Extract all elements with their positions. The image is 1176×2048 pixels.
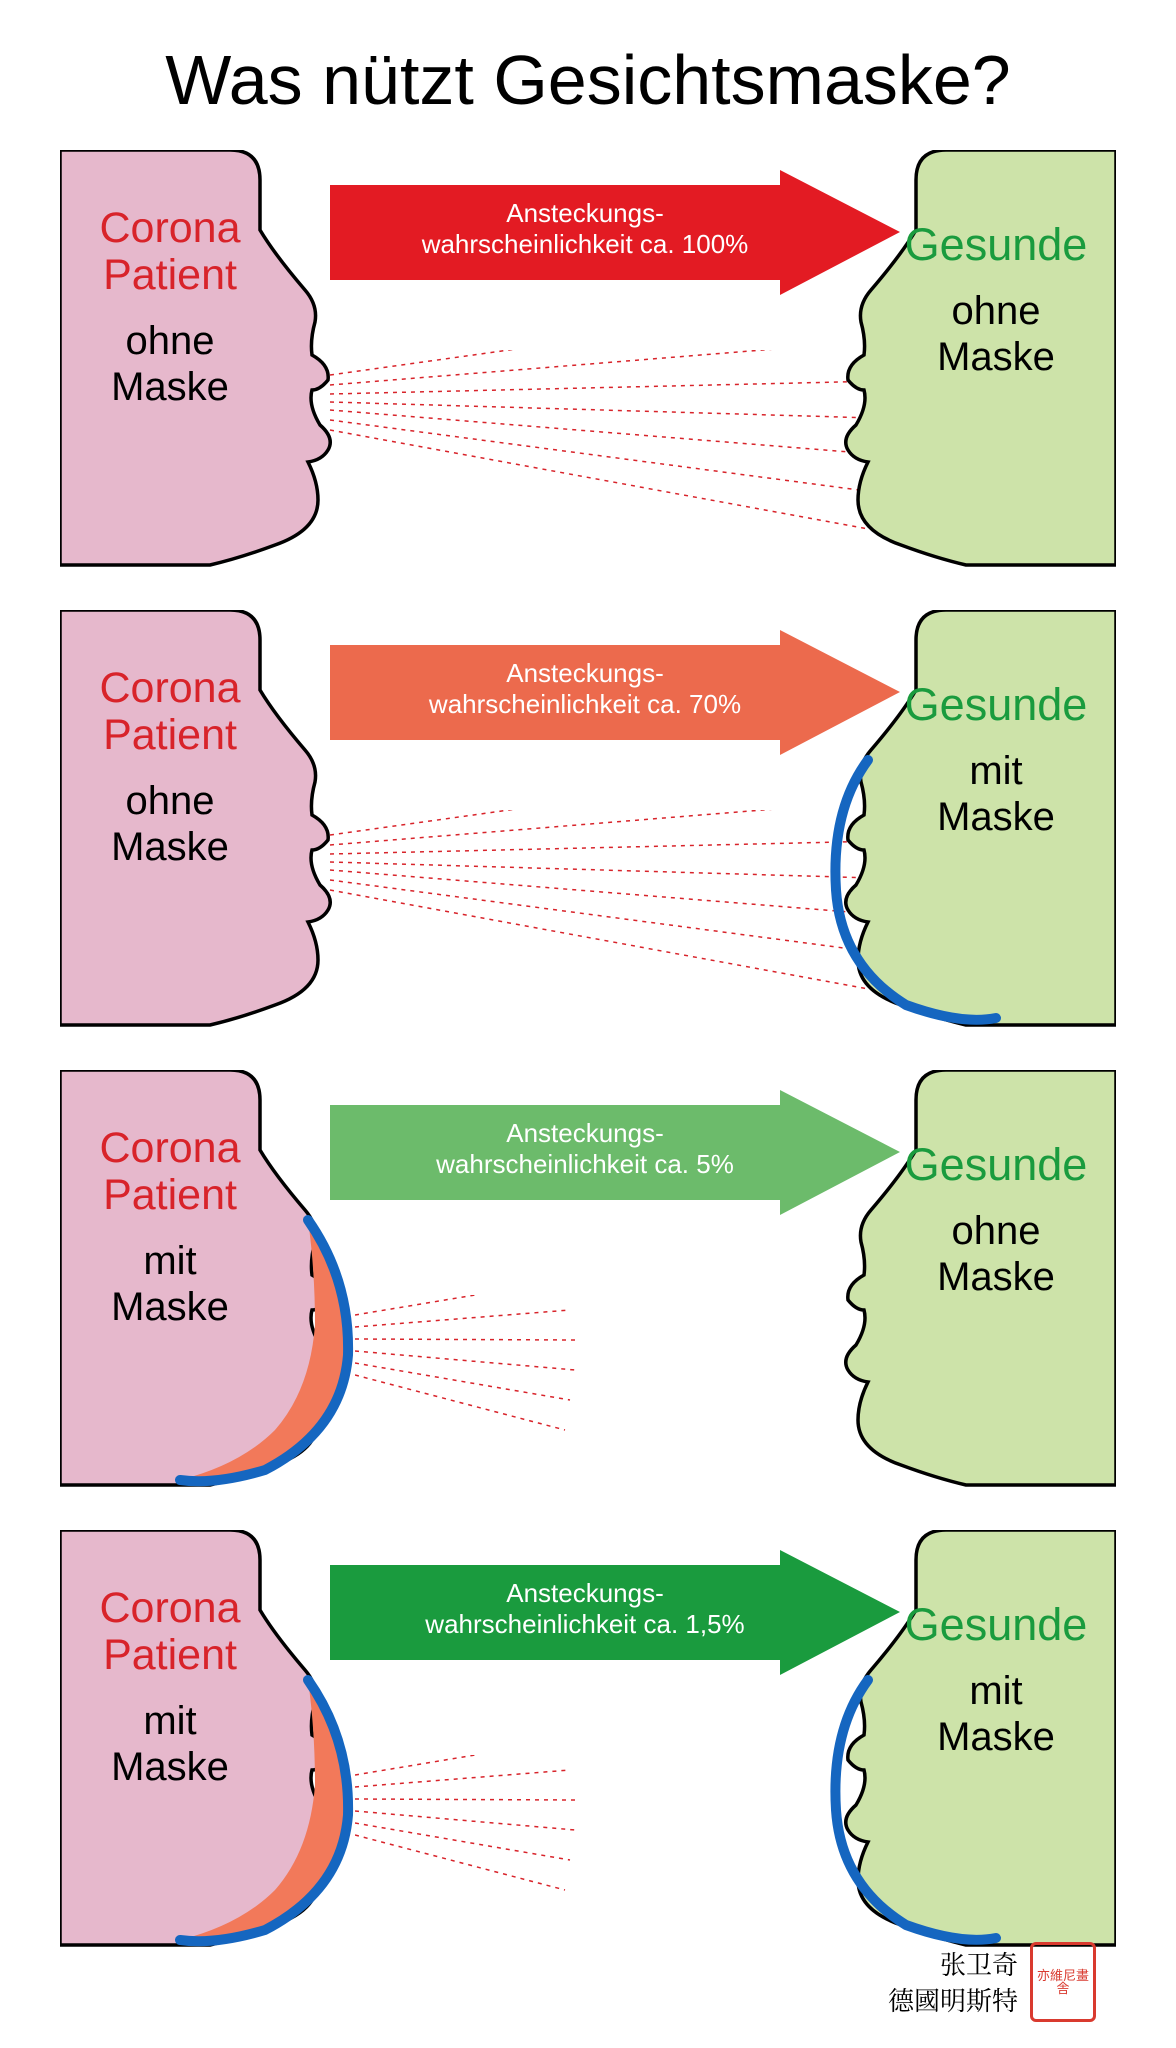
healthy-head: Gesunde ohne Maske xyxy=(786,150,1116,570)
healthy-head: Gesunde mit Maske xyxy=(786,1530,1116,1950)
arrow-text-l1: Ansteckungs- xyxy=(506,198,664,228)
droplet-lines xyxy=(355,1295,585,1460)
arrow-text-l2: wahrscheinlichkeit ca. 100% xyxy=(422,229,749,259)
healthy-head: Gesunde ohne Maske xyxy=(786,1070,1116,1490)
scenario-4: Corona Patient mit Maske xyxy=(60,1530,1116,1950)
seal-stamp-icon: 亦維尼畫舎 xyxy=(1030,1942,1096,2022)
droplet-lines xyxy=(355,1755,585,1920)
page-title: Was nützt Gesichtsmaske? xyxy=(0,0,1176,150)
scenario-panels: Corona Patient ohne Maske xyxy=(0,150,1176,1950)
patient-label-l1: Corona xyxy=(99,205,240,252)
credit-l1: 张卫奇 xyxy=(888,1946,1018,1982)
patient-label-l2: Patient xyxy=(103,252,237,299)
scenario-2: Corona Patient ohne Maske xyxy=(60,610,1116,1030)
healthy-mask-l2: Maske xyxy=(937,335,1055,379)
credit: 张卫奇 德國明斯特 亦維尼畫舎 xyxy=(888,1942,1096,2022)
scenario-3: Corona Patient mit Maske xyxy=(60,1070,1116,1490)
healthy-label: Gesunde xyxy=(905,220,1088,270)
scenario-1: Corona Patient ohne Maske xyxy=(60,150,1116,570)
healthy-head: Gesunde mit Maske xyxy=(786,610,1116,1030)
patient-mask-l1: ohne xyxy=(126,319,215,363)
healthy-mask-l1: ohne xyxy=(952,289,1041,333)
credit-l2: 德國明斯特 xyxy=(888,1982,1018,2018)
patient-mask-l2: Maske xyxy=(111,365,229,409)
